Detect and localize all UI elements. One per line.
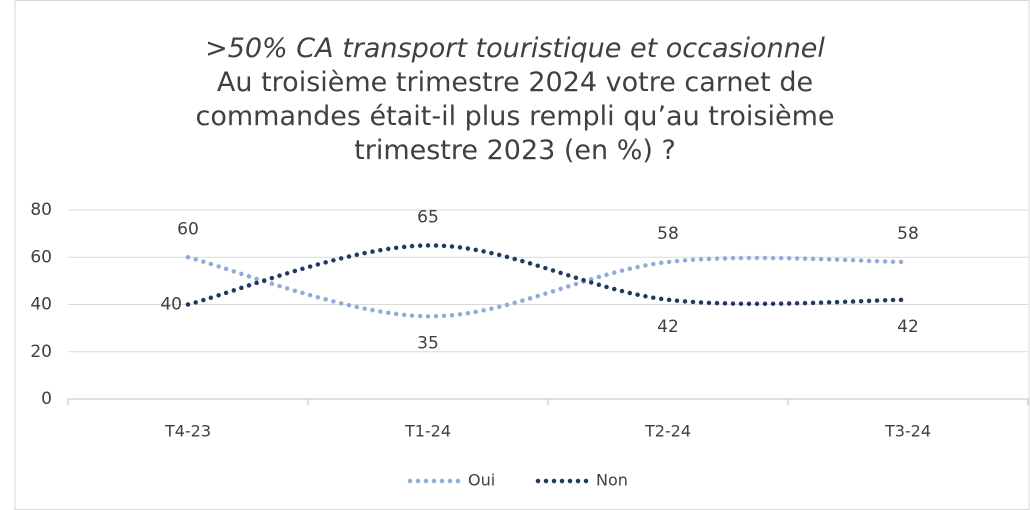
y-tick-label: 40 xyxy=(30,295,52,315)
chart-border xyxy=(14,0,1030,510)
data-label: 58 xyxy=(897,224,919,244)
line-series xyxy=(185,243,911,307)
chart-title: >50% CA transport touristique et occasio… xyxy=(205,33,825,64)
x-tick-label: T2-24 xyxy=(644,422,691,441)
data-label: 65 xyxy=(417,207,439,227)
x-tick-label: T1-24 xyxy=(404,422,451,441)
data-label: 42 xyxy=(657,317,679,337)
data-label: 42 xyxy=(897,317,919,337)
y-tick-label: 0 xyxy=(41,389,52,409)
x-tick-label: T4-23 xyxy=(164,422,211,441)
data-label: 40 xyxy=(160,295,182,315)
data-label: 58 xyxy=(657,224,679,244)
legend-label: Oui xyxy=(468,471,495,490)
y-tick-label: 80 xyxy=(30,200,52,220)
chart-subtitle: Au troisième trimestre 2024 votre carnet… xyxy=(195,67,835,166)
y-tick-label: 60 xyxy=(30,247,52,267)
line-series xyxy=(185,255,911,319)
y-tick-label: 20 xyxy=(30,342,52,362)
x-tick-label: T3-24 xyxy=(884,422,931,441)
data-label: 35 xyxy=(417,333,439,353)
titles: >50% CA transport touristique et occasio… xyxy=(0,32,1030,168)
data-label: 60 xyxy=(177,219,199,239)
legend-label: Non xyxy=(596,471,628,490)
